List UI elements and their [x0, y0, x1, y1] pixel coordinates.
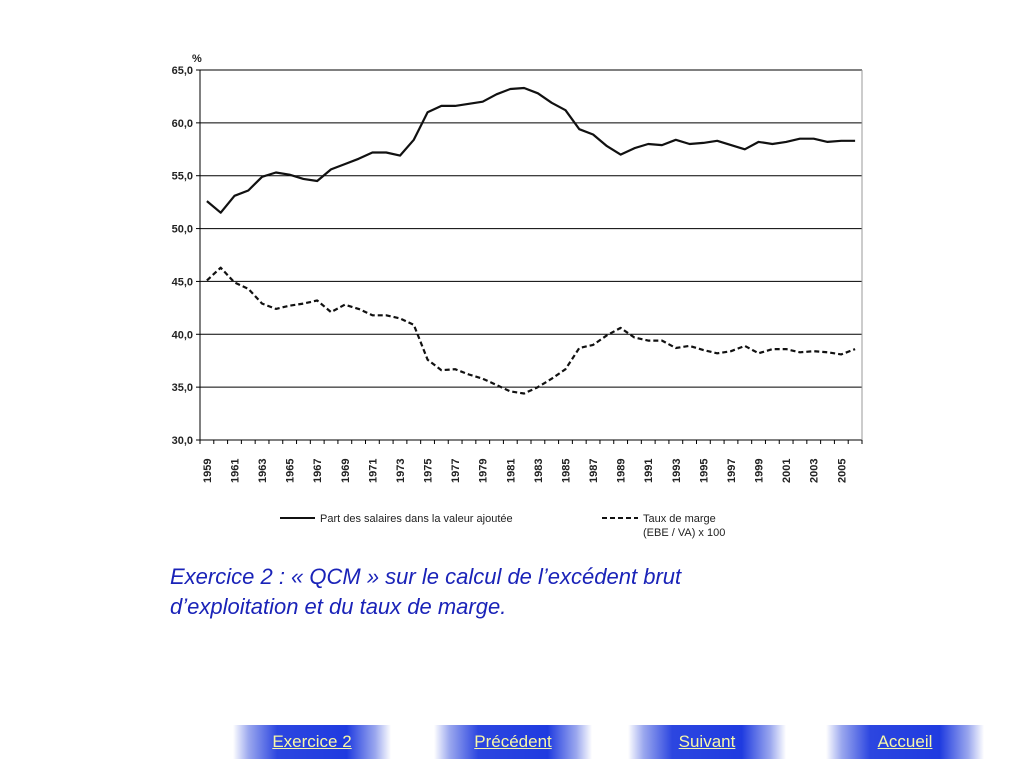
x-tick-label: 1965: [285, 459, 297, 483]
legend-label-marge: Taux de marge: [643, 513, 716, 525]
x-tick-label: 1991: [643, 459, 655, 483]
exercise-title-line-1: Exercice 2 : « QCM » sur le calcul de l’…: [170, 564, 682, 589]
x-tick-label: 1979: [478, 459, 490, 483]
legend: Part des salaires dans la valeur ajoutée…: [280, 513, 725, 539]
y-tick-label: 30,0: [172, 435, 193, 447]
y-unit-label: %: [192, 53, 202, 65]
x-tick-label: 1987: [588, 459, 600, 483]
x-tick-label: 1975: [423, 459, 435, 483]
x-tick-label: 1983: [533, 459, 545, 483]
legend-label-marge: (EBE / VA) x 100: [643, 527, 725, 539]
chart-panel: 30,0 35,0 40,0 45,0 50,0 55,0 60,0 65,0% 1959 19…: [155, 44, 870, 547]
y-tick-label: 60,0: [172, 118, 193, 130]
x-tick-label: 1967: [312, 459, 324, 483]
series-line-2: [206, 266, 856, 395]
x-tick-label: 2005: [836, 459, 848, 483]
x-tick-labels: 1959 1961 1963 1965 1967 1969 1971 1973 1975 1977…: [202, 459, 848, 483]
y-tick-label: 35,0: [172, 382, 193, 394]
exercice-2-button[interactable]: Exercice 2: [233, 725, 391, 759]
x-tick-label: 1973: [395, 459, 407, 483]
y-tick-label: 50,0: [172, 224, 193, 236]
series-lines: [206, 86, 856, 395]
next-button[interactable]: Suivant: [628, 725, 786, 759]
y-tick-label: 45,0: [172, 276, 193, 288]
x-tick-label: 2001: [781, 459, 793, 483]
x-tick-label: 1997: [726, 459, 738, 483]
x-tick-label: 1981: [505, 459, 517, 483]
x-tick-label: 1969: [340, 459, 352, 483]
x-tick-label: 1959: [202, 459, 214, 483]
exercise-title-line-2: d’exploitation et du taux de marge.: [170, 594, 507, 619]
grid-lines: [200, 69, 862, 441]
y-tick-label: 40,0: [172, 329, 193, 341]
series-line-1: [206, 86, 856, 214]
x-tick-label: 1993: [671, 459, 683, 483]
legend-label-salaires: Part des salaires dans la valeur ajoutée: [320, 513, 513, 525]
y-tick-labels: 30,0 35,0 40,0 45,0 50,0 55,0 60,0 65,0%: [172, 53, 202, 447]
x-tick-label: 1961: [229, 459, 241, 483]
x-tick-label: 1989: [616, 459, 628, 483]
x-tick-label: 2003: [809, 459, 821, 483]
home-button[interactable]: Accueil: [826, 725, 984, 759]
x-tick-label: 1963: [257, 459, 269, 483]
y-tick-label: 65,0: [172, 65, 193, 77]
x-tick-label: 1995: [698, 459, 710, 483]
x-tick-label: 1971: [367, 459, 379, 483]
axes: [196, 69, 863, 444]
line-chart: 30,035,040,045,050,055,060,065,0% 1959 19…: [172, 53, 863, 539]
x-tick-label: 1985: [560, 459, 572, 483]
previous-button[interactable]: Précédent: [434, 725, 592, 759]
y-tick-label: 55,0: [172, 171, 193, 183]
x-tick-label: 1999: [754, 459, 766, 483]
exercise-title: Exercice 2 : « QCM » sur le calcul de l’…: [170, 562, 870, 622]
x-tick-label: 1977: [450, 459, 462, 483]
